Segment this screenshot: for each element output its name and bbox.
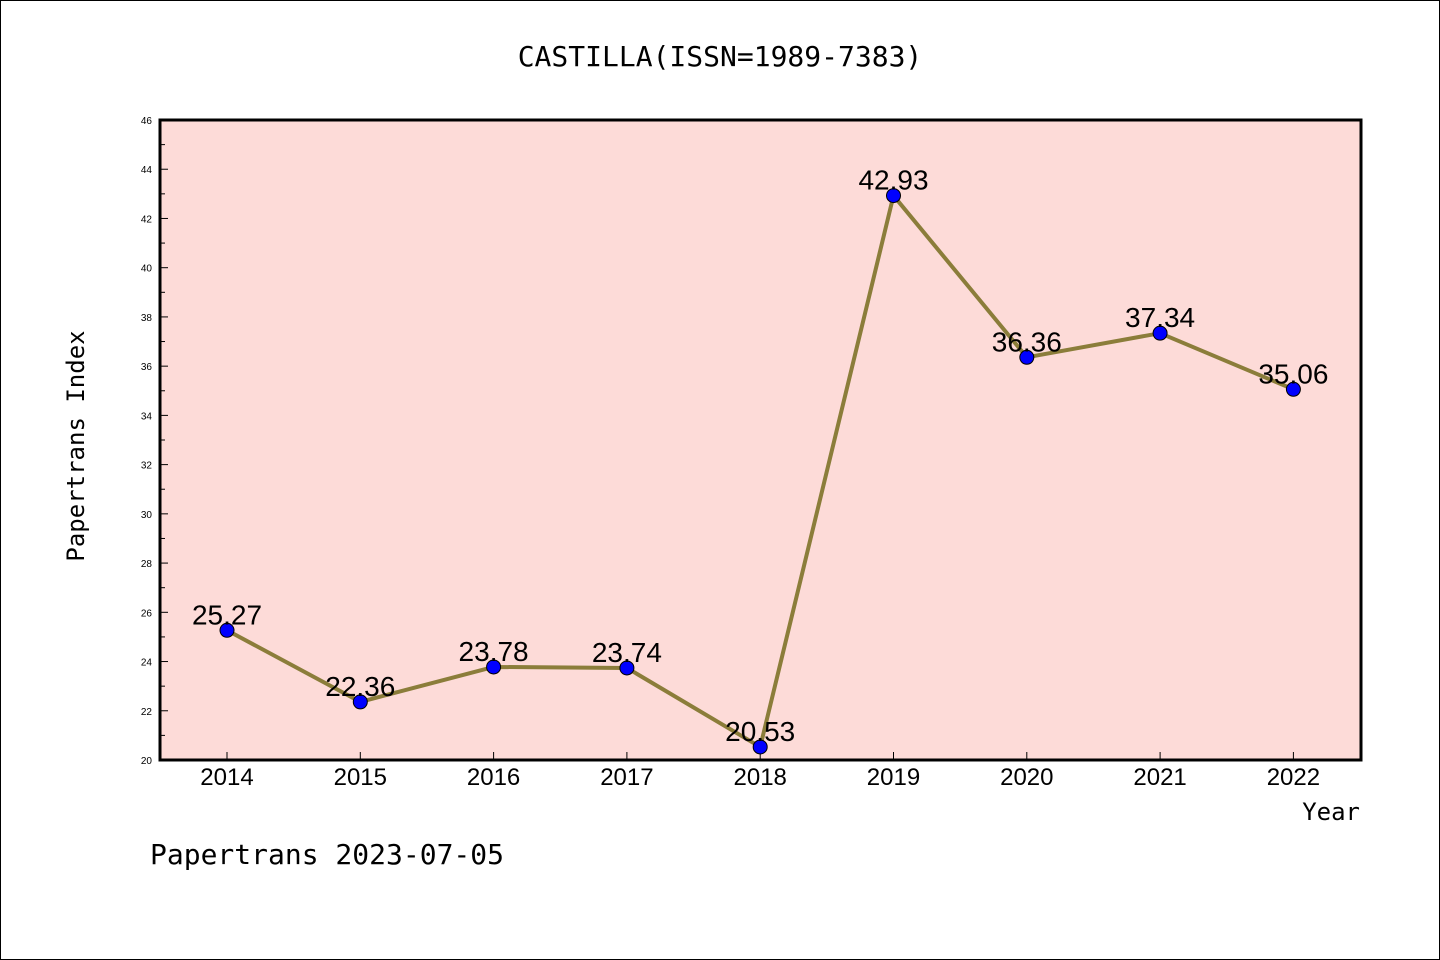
data-point: [486, 659, 502, 675]
series: [219, 188, 1301, 755]
y-tick-label: 30: [141, 510, 153, 521]
x-tick-label: 2014: [200, 764, 253, 791]
data-label: 22.36: [325, 671, 395, 702]
y-tick-label: 22: [141, 707, 153, 718]
y-tick-label: 20: [141, 756, 153, 767]
y-tick-label: 24: [141, 658, 153, 669]
data-point: [219, 622, 235, 638]
data-point: [352, 694, 368, 710]
data-label: 36.36: [992, 326, 1062, 357]
y-tick-label: 36: [141, 362, 153, 373]
data-point: [752, 739, 768, 755]
y-tick-label: 46: [141, 116, 153, 127]
data-label: 23.78: [459, 636, 529, 667]
data-label: 35.06: [1258, 358, 1328, 389]
data-point: [1019, 349, 1035, 365]
chart-title: CASTILLA(ISSN=1989-7383): [518, 40, 923, 73]
plot-area: [160, 120, 1361, 760]
y-tick-label: 32: [141, 461, 153, 472]
y-tick-label: 38: [141, 313, 153, 324]
x-tick-label: 2019: [867, 764, 920, 791]
plot-border: [158, 118, 1363, 762]
y-tick-label: 44: [141, 165, 153, 176]
data-label: 42.93: [858, 165, 928, 196]
x-tick-label: 2017: [600, 764, 653, 791]
data-label: 20.53: [725, 716, 795, 747]
data-labels: 25.27 22.36 23.78 23.74 20.53 42.93 36.36 37.34…: [192, 165, 1328, 747]
y-tick-label: 26: [141, 608, 153, 619]
y-tick-label: 40: [141, 264, 153, 275]
x-tick-label: 2018: [734, 764, 787, 791]
x-tick-label: 2022: [1267, 764, 1320, 791]
x-tick-label: 2021: [1133, 764, 1186, 791]
data-point: [886, 188, 901, 204]
x-axis-label: Year: [1302, 798, 1360, 826]
y-tick-label: 28: [141, 559, 153, 570]
data-point: [1285, 381, 1301, 397]
footer-text: Papertrans 2023-07-05: [150, 838, 504, 871]
data-label: 23.74: [592, 637, 662, 668]
data-point: [619, 660, 635, 676]
x-tick-label: 2016: [467, 764, 520, 791]
y-axis: 20 22 24 26 28 30 32 34 36 38 40 42 44 46: [141, 116, 168, 767]
data-label: 25.27: [192, 599, 262, 630]
y-tick-label: 42: [141, 214, 153, 225]
data-point: [1152, 325, 1168, 341]
y-tick-label: 34: [141, 411, 153, 422]
x-tick-label: 2015: [334, 764, 387, 791]
data-label: 37.34: [1125, 302, 1195, 333]
x-axis: 2014 2015 2016 2017 2018 2019 2020 2021 2022: [200, 752, 1320, 791]
x-tick-label: 2020: [1000, 764, 1053, 791]
y-axis-label: Papertrans Index: [62, 330, 90, 561]
